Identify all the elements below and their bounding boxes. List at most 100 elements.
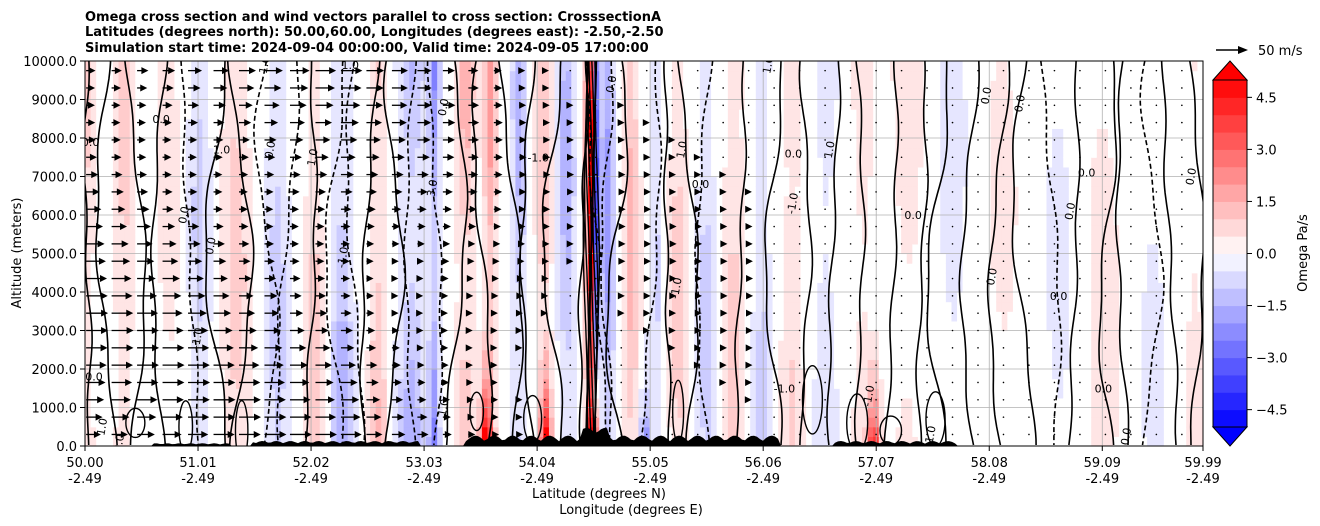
field-cell	[146, 118, 153, 129]
field-cell	[739, 426, 746, 437]
field-cell	[716, 301, 723, 312]
field-cell	[453, 301, 461, 312]
field-cell	[660, 388, 667, 399]
field-cell	[163, 272, 170, 283]
field-cell	[185, 234, 192, 245]
field-cell	[252, 176, 259, 187]
field-cell	[644, 301, 651, 312]
title-line-2: Latitudes (degrees north): 50.00,60.00, …	[85, 25, 664, 40]
field-cell	[370, 388, 377, 399]
field-cell	[560, 349, 567, 360]
field-cell	[744, 61, 751, 72]
field-cell	[370, 272, 377, 283]
field-cell	[291, 397, 299, 409]
field-cell	[101, 89, 108, 101]
field-cell	[258, 397, 265, 409]
field-cell	[627, 330, 634, 341]
field-cell	[152, 417, 159, 428]
field-cell	[493, 215, 500, 226]
field-cell	[699, 234, 707, 245]
field-cell	[515, 138, 522, 149]
field-cell	[660, 272, 667, 283]
field-cell	[375, 388, 382, 399]
field-cell	[588, 157, 595, 168]
field-cell	[722, 89, 729, 101]
field-cell	[398, 330, 405, 341]
field-cell	[671, 157, 679, 168]
field-cell	[442, 263, 449, 274]
field-cell	[101, 234, 108, 245]
field-cell	[716, 215, 723, 226]
field-cell	[694, 388, 701, 399]
field-cell	[107, 215, 114, 226]
field-cell	[325, 224, 332, 235]
field-cell	[308, 436, 315, 446]
field-cell	[599, 80, 606, 91]
field-cell	[548, 99, 556, 110]
field-cell	[431, 359, 438, 370]
field-cell	[705, 253, 712, 264]
field-cell	[258, 215, 265, 226]
field-cell	[297, 378, 304, 389]
field-cell	[112, 292, 120, 303]
field-cell	[582, 282, 589, 293]
field-cell	[548, 426, 556, 437]
field-cell	[532, 369, 539, 380]
field-cell	[386, 195, 394, 206]
field-cell	[711, 61, 718, 72]
field-cell	[157, 234, 164, 245]
field-cell	[230, 243, 237, 255]
field-cell	[711, 320, 718, 332]
field-cell	[258, 272, 265, 283]
field-cell	[129, 349, 136, 360]
field-cell	[263, 282, 271, 293]
field-cell	[671, 330, 679, 341]
field-cell	[107, 224, 114, 235]
field-cell	[101, 397, 108, 409]
field-cell	[649, 138, 656, 149]
field-cell	[191, 234, 198, 245]
field-cell	[403, 436, 410, 446]
field-cell	[286, 205, 293, 216]
field-cell	[386, 99, 394, 110]
field-cell	[124, 369, 131, 380]
field-cell	[392, 311, 399, 322]
field-cell	[750, 426, 757, 437]
field-cell	[588, 397, 595, 409]
field-cell	[263, 263, 271, 274]
field-cell	[576, 292, 584, 303]
field-cell	[750, 80, 757, 91]
field-cell	[174, 349, 181, 360]
field-cell	[230, 147, 237, 158]
field-cell	[766, 378, 774, 389]
field-cell	[196, 205, 203, 216]
field-cell	[230, 407, 237, 418]
field-cell	[230, 70, 237, 81]
field-cell	[403, 272, 410, 283]
field-cell	[96, 320, 103, 332]
field-cell	[353, 215, 360, 226]
field-cell	[129, 378, 136, 389]
field-cell	[286, 397, 293, 409]
field-cell	[398, 292, 405, 303]
field-cell	[392, 70, 399, 81]
field-cell	[241, 426, 248, 437]
field-cell	[465, 70, 472, 81]
field-cell	[202, 157, 209, 168]
field-cell	[146, 215, 153, 226]
field-cell	[655, 157, 662, 168]
field-cell	[353, 195, 360, 206]
field-cell	[493, 128, 500, 139]
field-cell	[263, 292, 271, 303]
field-cell	[699, 166, 707, 178]
field-cell	[532, 205, 539, 216]
field-cell	[711, 311, 718, 322]
field-cell	[521, 89, 528, 101]
field-cell	[683, 243, 690, 255]
field-cell	[224, 397, 231, 409]
field-cell	[286, 89, 293, 101]
field-cell	[207, 224, 215, 235]
field-cell	[247, 109, 254, 120]
field-cell	[571, 80, 578, 91]
field-cell	[330, 263, 338, 274]
